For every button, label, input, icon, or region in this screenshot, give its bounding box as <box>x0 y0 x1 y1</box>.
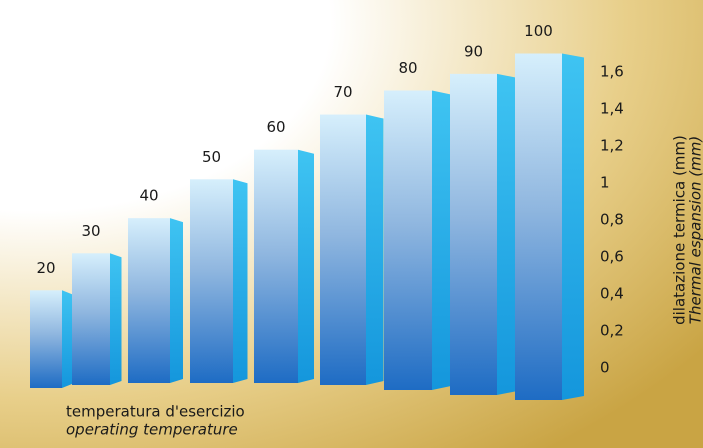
category-label: 60 <box>266 118 285 136</box>
y-tick-label: 1,6 <box>600 63 624 81</box>
bar-side <box>62 290 72 388</box>
bar <box>254 149 298 383</box>
bar-side <box>110 253 122 385</box>
bar-side <box>497 73 518 395</box>
category-label: 100 <box>524 22 553 40</box>
x-axis-label-2: operating temperature <box>66 421 238 439</box>
bar-side <box>366 114 384 386</box>
bar <box>515 53 562 400</box>
bar <box>72 253 110 385</box>
bar-side <box>562 53 584 400</box>
y-tick-label: 1,2 <box>600 137 624 155</box>
category-label: 80 <box>398 59 417 77</box>
bar <box>128 218 170 383</box>
x-axis-label: temperatura d'esercizio <box>66 403 245 421</box>
bar-side <box>233 179 248 383</box>
bar-side <box>170 218 183 383</box>
y-tick-label: 0,4 <box>600 285 624 303</box>
bar <box>320 114 366 386</box>
category-label: 20 <box>36 259 55 277</box>
bar <box>190 179 233 383</box>
y-tick-label: 0,6 <box>600 248 624 266</box>
category-label: 90 <box>464 42 483 60</box>
category-label: 40 <box>139 187 158 205</box>
category-label: 30 <box>81 222 100 240</box>
y-axis-label-2: Thermal espansion (mm) <box>687 136 703 324</box>
y-tick-label: 0,8 <box>600 211 624 229</box>
y-tick-label: 0,2 <box>600 322 624 340</box>
bar-side <box>298 149 314 383</box>
bar <box>30 290 62 388</box>
y-axis-label: dilatazione termica (mm) <box>671 135 689 325</box>
category-label: 50 <box>202 148 221 166</box>
bar-side <box>432 90 451 390</box>
bar <box>384 90 432 390</box>
bar <box>450 73 497 395</box>
category-label: 70 <box>333 83 352 101</box>
y-tick-label: 1 <box>600 174 610 192</box>
y-tick-label: 0 <box>600 359 610 377</box>
y-tick-label: 1,4 <box>600 100 624 118</box>
